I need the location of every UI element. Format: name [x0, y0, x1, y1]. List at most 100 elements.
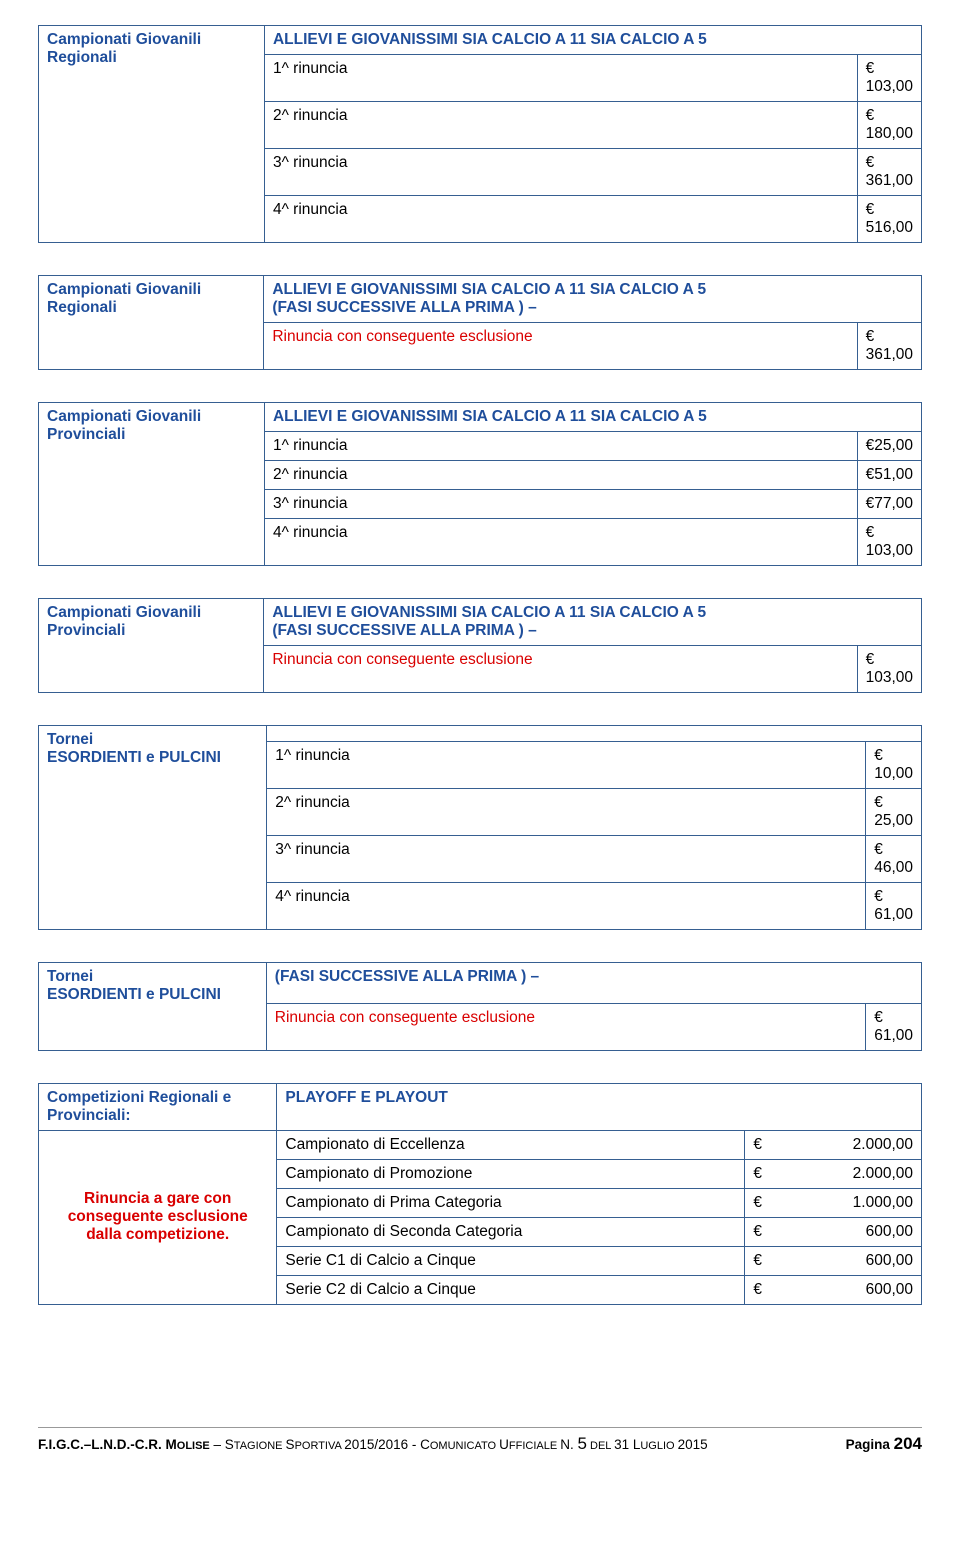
t1-r2-k: 3^ rinuncia [273, 154, 347, 171]
t5-r0-v: 10,00 [874, 765, 913, 783]
table-1: Campionati Giovanili Regionali ALLIEVI E… [38, 25, 922, 243]
t6-header: (FASI SUCCESSIVE ALLA PRIMA ) – [275, 968, 539, 985]
t7-r2-cur: € [753, 1194, 762, 1212]
t3-label: Campionati Giovanili Provinciali [39, 403, 265, 566]
t6-row-cur: € [874, 1009, 883, 1027]
t2-row-k: Rinuncia con conseguente esclusione [272, 328, 532, 345]
t7-label-l2: Provinciali: [47, 1107, 131, 1124]
t4-row-k: Rinuncia con conseguente esclusione [272, 651, 532, 668]
t1-r0-v: 103,00 [866, 78, 913, 96]
t6-label-l1: Tornei [47, 968, 93, 985]
t3-r1-k: 2^ rinuncia [273, 466, 347, 483]
table-3: Campionati Giovanili Provinciali ALLIEVI… [38, 402, 922, 566]
t3-header: ALLIEVI E GIOVANISSIMI SIA CALCIO A 11 S… [273, 408, 707, 425]
table-4: Campionati Giovanili Provinciali ALLIEVI… [38, 598, 922, 693]
t7-header-cell: PLAYOFF E PLAYOUT [277, 1083, 922, 1130]
t3-r2-v: 77,00 [874, 495, 913, 513]
table-7: Competizioni Regionali e Provinciali: PL… [38, 1083, 922, 1305]
t2-label-l2: Regionali [47, 299, 117, 316]
t3-label-l2: Provinciali [47, 426, 125, 443]
t1-label: Campionati Giovanili Regionali [39, 26, 265, 243]
t4-label: Campionati Giovanili Provinciali [39, 599, 264, 693]
t4-header-l1: ALLIEVI E GIOVANISSIMI SIA CALCIO A 11 S… [272, 604, 706, 621]
t7-r4-v: 600,00 [866, 1252, 913, 1270]
t2-header-l1: ALLIEVI E GIOVANISSIMI SIA CALCIO A 11 S… [272, 281, 706, 298]
t2-row-v: 361,00 [866, 346, 913, 364]
t2-header-cell: ALLIEVI E GIOVANISSIMI SIA CALCIO A 11 S… [264, 276, 922, 323]
t6-row-v: 61,00 [874, 1027, 913, 1045]
t4-label-l2: Provinciali [47, 622, 125, 639]
t7-side-label: Rinuncia a gare con conseguente esclusio… [39, 1130, 277, 1304]
t1-r3-v: 516,00 [866, 219, 913, 237]
t2-header-l2: (FASI SUCCESSIVE ALLA PRIMA ) – [272, 299, 536, 316]
t7-label-l1: Competizioni Regionali e [47, 1089, 231, 1106]
t7-r4-k: Serie C1 di Calcio a Cinque [285, 1252, 475, 1269]
t1-r3-cur: € [866, 201, 875, 219]
t7-r2-k: Campionato di Prima Categoria [285, 1194, 501, 1211]
t3-r3-cur: € [866, 524, 875, 542]
footer-right: Pagina 204 [846, 1434, 922, 1454]
t5-label-l1: Tornei [47, 731, 93, 748]
t7-r3-v: 600,00 [866, 1223, 913, 1241]
page-footer: F.I.G.C.–L.N.D.-C.R. MOLISE – STAGIONE S… [38, 1427, 922, 1454]
t3-r0-k: 1^ rinuncia [273, 437, 347, 454]
t6-header-cell: (FASI SUCCESSIVE ALLA PRIMA ) – [266, 963, 921, 992]
t3-label-l1: Campionati Giovanili [47, 408, 201, 425]
t3-r1-v: 51,00 [874, 466, 913, 484]
t5-r1-v: 25,00 [874, 812, 913, 830]
t2-row-cur: € [866, 328, 875, 346]
t5-r1-k: 2^ rinuncia [275, 794, 349, 811]
t1-r1-v: 180,00 [866, 125, 913, 143]
t7-side-l1: Rinuncia a gare con [84, 1190, 231, 1207]
t5-r2-v: 46,00 [874, 859, 913, 877]
t7-header: PLAYOFF E PLAYOUT [285, 1089, 448, 1106]
table-2: Campionati Giovanili Regionali ALLIEVI E… [38, 275, 922, 370]
t7-r0-v: 2.000,00 [853, 1136, 913, 1154]
table-6: Tornei ESORDIENTI e PULCINI (FASI SUCCES… [38, 962, 922, 1051]
t3-header-cell: ALLIEVI E GIOVANISSIMI SIA CALCIO A 11 S… [264, 403, 921, 432]
t1-r1-cur: € [866, 107, 875, 125]
t7-r5-k: Serie C2 di Calcio a Cinque [285, 1281, 475, 1298]
t7-r1-cur: € [753, 1165, 762, 1183]
t7-r5-cur: € [753, 1281, 762, 1299]
t1-label-l1: Campionati Giovanili [47, 31, 201, 48]
t7-r1-v: 2.000,00 [853, 1165, 913, 1183]
t7-r2-v: 1.000,00 [853, 1194, 913, 1212]
t5-r3-k: 4^ rinuncia [275, 888, 349, 905]
t3-r1-cur: € [866, 466, 875, 484]
t5-label-l2: ESORDIENTI e PULCINI [47, 749, 221, 766]
t6-label: Tornei ESORDIENTI e PULCINI [39, 963, 267, 1051]
t3-r3-v: 103,00 [866, 542, 913, 560]
t1-r1-k: 2^ rinuncia [273, 107, 347, 124]
t7-r4-cur: € [753, 1252, 762, 1270]
t3-r0-cur: € [866, 437, 875, 455]
t4-header-l2: (FASI SUCCESSIVE ALLA PRIMA ) – [272, 622, 536, 639]
t5-r0-k: 1^ rinuncia [275, 747, 349, 764]
t4-row-cur: € [866, 651, 875, 669]
t3-r0-v: 25,00 [874, 437, 913, 455]
t6-label-l2: ESORDIENTI e PULCINI [47, 986, 221, 1003]
t5-r3-cur: € [874, 888, 883, 906]
t5-r2-k: 3^ rinuncia [275, 841, 349, 858]
t5-r0-cur: € [874, 747, 883, 765]
t4-row-v: 103,00 [866, 669, 913, 687]
t4-label-l1: Campionati Giovanili [47, 604, 201, 621]
t5-label: Tornei ESORDIENTI e PULCINI [39, 726, 267, 930]
t7-side-l2: conseguente esclusione [68, 1208, 248, 1225]
t3-r2-k: 3^ rinuncia [273, 495, 347, 512]
t4-header-cell: ALLIEVI E GIOVANISSIMI SIA CALCIO A 11 S… [264, 599, 922, 646]
t1-header: ALLIEVI E GIOVANISSIMI SIA CALCIO A 11 S… [273, 31, 707, 48]
t1-r2-cur: € [866, 154, 875, 172]
t6-row-k: Rinuncia con conseguente esclusione [275, 1009, 535, 1026]
t1-r0-cur: € [866, 60, 875, 78]
t7-side-l3: dalla competizione. [86, 1226, 229, 1243]
t7-r1-k: Campionato di Promozione [285, 1165, 472, 1182]
t7-r3-cur: € [753, 1223, 762, 1241]
t3-r2-cur: € [866, 495, 875, 513]
t7-r5-v: 600,00 [866, 1281, 913, 1299]
t1-r3-k: 4^ rinuncia [273, 201, 347, 218]
t2-label: Campionati Giovanili Regionali [39, 276, 264, 370]
t1-r2-v: 361,00 [866, 172, 913, 190]
t7-r3-k: Campionato di Seconda Categoria [285, 1223, 522, 1240]
t5-r3-v: 61,00 [874, 906, 913, 924]
